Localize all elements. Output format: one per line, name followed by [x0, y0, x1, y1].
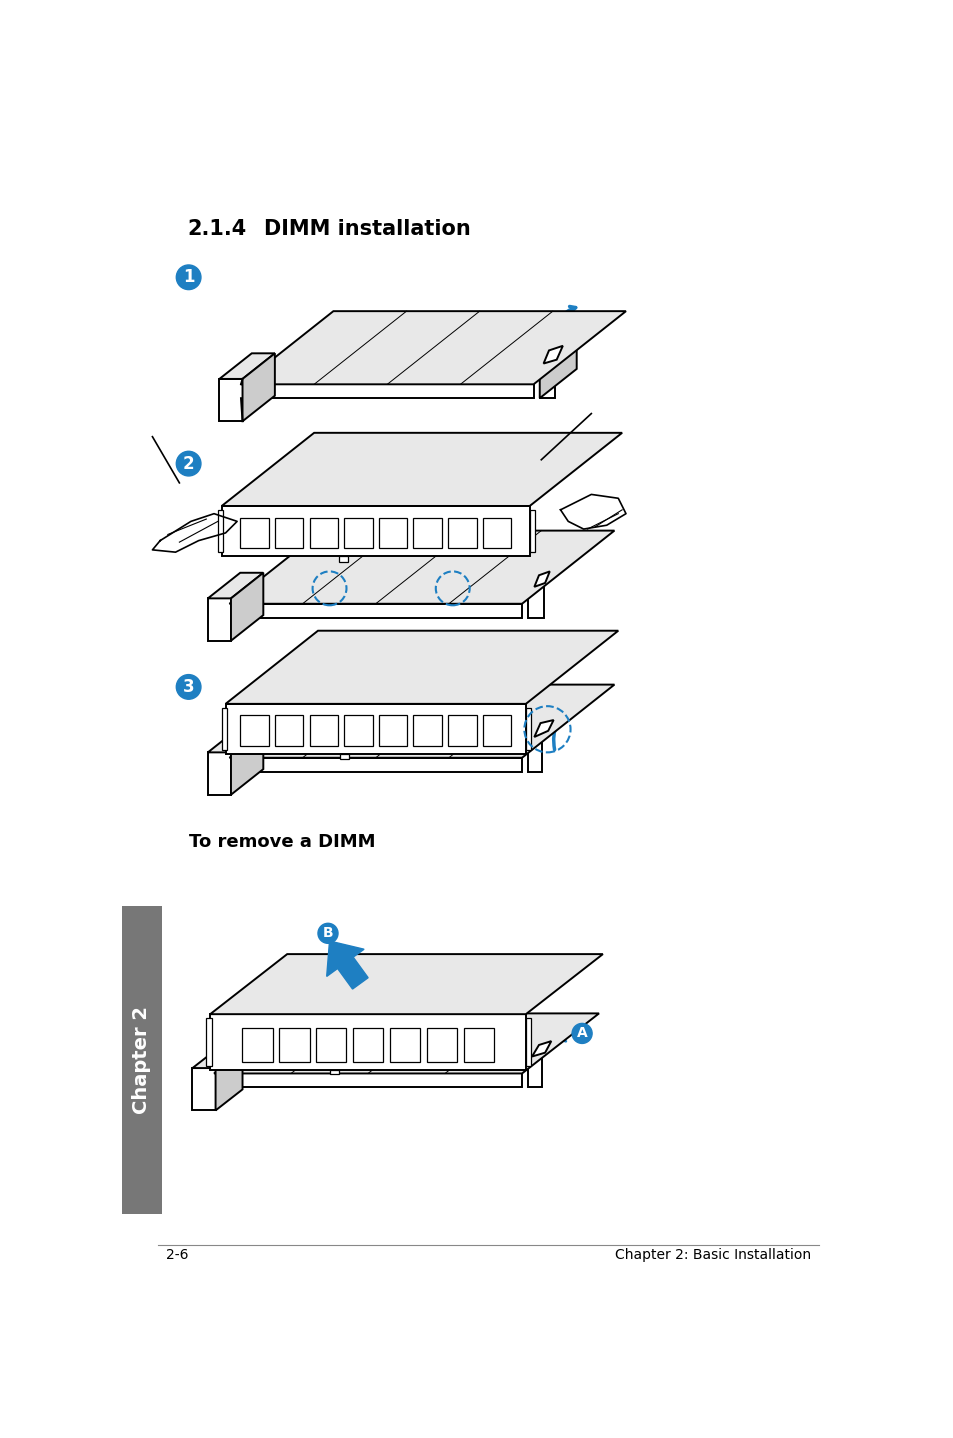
- Polygon shape: [193, 1047, 242, 1068]
- Polygon shape: [206, 1018, 212, 1066]
- Polygon shape: [528, 1057, 541, 1087]
- Polygon shape: [389, 1028, 420, 1061]
- Text: 3: 3: [183, 677, 194, 696]
- Polygon shape: [534, 720, 553, 736]
- Polygon shape: [242, 354, 274, 421]
- Polygon shape: [543, 345, 562, 364]
- Polygon shape: [229, 684, 614, 758]
- Polygon shape: [525, 707, 531, 751]
- Polygon shape: [231, 726, 263, 795]
- Polygon shape: [353, 1028, 383, 1061]
- Polygon shape: [482, 518, 511, 548]
- Polygon shape: [210, 953, 602, 1014]
- Polygon shape: [221, 506, 529, 557]
- Polygon shape: [309, 518, 337, 548]
- Polygon shape: [217, 510, 223, 552]
- Polygon shape: [315, 1028, 346, 1061]
- Text: 2.1.4: 2.1.4: [187, 219, 246, 239]
- Polygon shape: [221, 707, 227, 751]
- Polygon shape: [213, 1073, 521, 1087]
- Polygon shape: [225, 631, 618, 703]
- Text: B: B: [322, 926, 333, 940]
- Polygon shape: [413, 716, 441, 746]
- Polygon shape: [241, 1028, 273, 1061]
- Polygon shape: [278, 1028, 309, 1061]
- Polygon shape: [426, 1028, 456, 1061]
- Polygon shape: [532, 1041, 551, 1057]
- Text: Chapter 2: Chapter 2: [132, 1007, 151, 1114]
- Polygon shape: [241, 384, 533, 398]
- Polygon shape: [344, 518, 373, 548]
- Polygon shape: [229, 531, 614, 604]
- Polygon shape: [241, 311, 625, 384]
- Circle shape: [317, 923, 337, 943]
- Polygon shape: [463, 1028, 494, 1061]
- Polygon shape: [213, 1014, 598, 1073]
- Polygon shape: [231, 572, 263, 641]
- Polygon shape: [210, 1014, 525, 1070]
- FancyArrow shape: [326, 940, 368, 989]
- Polygon shape: [215, 1047, 242, 1110]
- Polygon shape: [344, 716, 373, 746]
- Polygon shape: [529, 510, 535, 552]
- Polygon shape: [219, 380, 242, 421]
- Text: Chapter 2: Basic Installation: Chapter 2: Basic Installation: [615, 1248, 811, 1263]
- Polygon shape: [525, 1018, 531, 1066]
- Text: 2: 2: [183, 454, 194, 473]
- Polygon shape: [539, 334, 577, 398]
- Circle shape: [176, 452, 201, 476]
- Polygon shape: [338, 557, 348, 562]
- Polygon shape: [539, 364, 555, 398]
- Text: To remove a DIMM: To remove a DIMM: [189, 833, 375, 851]
- Polygon shape: [208, 572, 263, 598]
- Polygon shape: [339, 754, 349, 758]
- Polygon shape: [528, 736, 541, 772]
- Polygon shape: [274, 716, 303, 746]
- Polygon shape: [208, 752, 231, 795]
- Circle shape: [572, 1024, 592, 1044]
- Polygon shape: [413, 518, 441, 548]
- Polygon shape: [240, 518, 269, 548]
- Polygon shape: [274, 518, 303, 548]
- Polygon shape: [208, 726, 263, 752]
- Text: 2-6: 2-6: [166, 1248, 189, 1263]
- FancyBboxPatch shape: [121, 906, 161, 1214]
- Polygon shape: [193, 1068, 215, 1110]
- Text: DIMM installation: DIMM installation: [264, 219, 471, 239]
- Circle shape: [176, 265, 201, 289]
- Polygon shape: [229, 758, 521, 772]
- Polygon shape: [534, 571, 549, 587]
- Polygon shape: [378, 518, 407, 548]
- Polygon shape: [208, 598, 231, 641]
- Polygon shape: [448, 518, 476, 548]
- Polygon shape: [229, 604, 521, 617]
- Text: 1: 1: [183, 269, 194, 286]
- Polygon shape: [482, 716, 511, 746]
- Polygon shape: [225, 703, 525, 754]
- Text: A: A: [577, 1027, 587, 1041]
- Polygon shape: [330, 1070, 339, 1074]
- Polygon shape: [448, 716, 476, 746]
- Polygon shape: [309, 716, 337, 746]
- Polygon shape: [221, 433, 621, 506]
- Polygon shape: [528, 587, 543, 617]
- Polygon shape: [219, 354, 274, 380]
- Polygon shape: [378, 716, 407, 746]
- Polygon shape: [240, 716, 269, 746]
- Circle shape: [176, 674, 201, 699]
